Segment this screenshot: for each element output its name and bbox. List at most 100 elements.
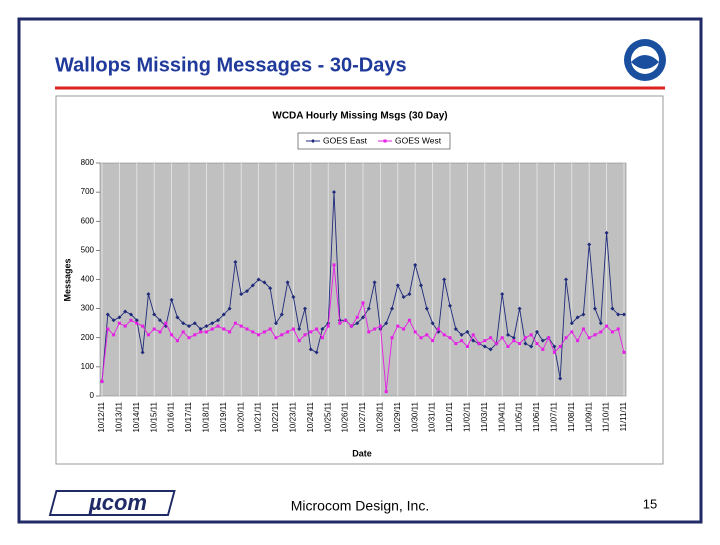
data-point xyxy=(529,333,533,337)
data-point xyxy=(517,306,522,311)
data-point xyxy=(106,327,110,331)
x-tick-label: 11/02/11 xyxy=(463,401,472,432)
data-point xyxy=(459,332,464,337)
data-point xyxy=(344,318,348,322)
y-tick-label: 100 xyxy=(81,362,95,371)
data-point xyxy=(622,312,626,317)
footer-text: Microcom Design, Inc. xyxy=(291,498,429,514)
data-point xyxy=(541,347,545,351)
data-point xyxy=(216,318,220,323)
logo-text: noaa xyxy=(638,47,652,53)
data-point xyxy=(390,306,394,311)
logo-wave xyxy=(631,55,659,69)
data-point xyxy=(581,312,586,317)
noaa-logo: noaa xyxy=(624,39,666,81)
y-tick-label: 0 xyxy=(90,391,95,400)
y-tick-label: 400 xyxy=(81,275,95,284)
x-tick-label: 10/19/11 xyxy=(219,401,228,432)
data-point xyxy=(192,321,197,326)
data-point xyxy=(245,327,249,331)
data-point xyxy=(338,321,342,325)
data-point xyxy=(477,342,481,346)
legend-marker xyxy=(383,139,387,143)
data-point xyxy=(372,280,377,285)
data-point xyxy=(111,318,116,323)
data-point xyxy=(291,294,296,299)
data-point xyxy=(100,379,104,383)
data-point xyxy=(320,327,325,332)
data-point xyxy=(279,312,284,317)
x-tick-label: 10/12/11 xyxy=(97,401,106,432)
legend-box xyxy=(297,132,451,150)
data-point xyxy=(518,342,522,346)
data-point xyxy=(129,318,133,322)
data-point xyxy=(320,336,324,340)
data-point xyxy=(535,342,539,346)
data-point xyxy=(274,321,278,326)
data-point xyxy=(482,344,487,349)
data-point xyxy=(129,312,133,317)
chart-title: WCDA Hourly Missing Msgs (30 Day) xyxy=(272,111,447,122)
data-point xyxy=(599,330,603,334)
y-tick-label: 300 xyxy=(81,304,95,313)
data-point xyxy=(303,333,307,337)
x-tick-label: 10/16/11 xyxy=(167,401,176,432)
x-tick-label: 11/11/11 xyxy=(619,401,628,431)
data-point xyxy=(460,339,464,343)
data-point xyxy=(297,339,301,343)
data-point xyxy=(489,336,493,340)
data-point xyxy=(204,324,209,329)
data-point xyxy=(593,333,597,337)
data-point xyxy=(170,333,174,337)
y-tick-label: 200 xyxy=(81,333,95,342)
data-point xyxy=(506,344,510,348)
data-point xyxy=(564,277,568,282)
data-point xyxy=(117,315,122,320)
data-point xyxy=(529,344,534,349)
data-point xyxy=(181,321,186,326)
data-point xyxy=(535,329,539,334)
data-point xyxy=(175,315,180,320)
data-point xyxy=(401,294,406,299)
data-point xyxy=(442,333,446,337)
data-point xyxy=(228,330,232,334)
legend-label: GOES East xyxy=(323,135,368,145)
data-point xyxy=(512,339,516,343)
data-point xyxy=(384,321,389,326)
data-point xyxy=(146,333,150,337)
data-point xyxy=(506,332,510,337)
data-point xyxy=(413,262,418,267)
x-axis-label: Date xyxy=(352,448,372,458)
x-tick-label: 10/23/11 xyxy=(289,401,298,432)
data-point xyxy=(199,330,203,334)
data-point xyxy=(604,230,609,235)
data-point xyxy=(471,338,476,343)
y-tick-label: 600 xyxy=(81,216,95,225)
x-tick-label: 10/31/11 xyxy=(428,401,437,432)
data-point xyxy=(581,327,585,331)
data-point xyxy=(454,342,458,346)
data-point xyxy=(605,324,609,328)
data-point xyxy=(361,301,365,305)
x-tick-label: 11/03/11 xyxy=(480,401,489,432)
data-point xyxy=(465,344,469,348)
x-tick-label: 10/25/11 xyxy=(323,401,332,432)
x-tick-label: 10/26/11 xyxy=(341,401,350,432)
x-tick-label: 10/21/11 xyxy=(254,401,263,432)
data-point xyxy=(453,327,458,332)
data-point xyxy=(448,303,452,308)
x-tick-label: 11/06/11 xyxy=(532,401,541,432)
data-point xyxy=(158,330,162,334)
data-point xyxy=(610,306,615,311)
data-point xyxy=(134,318,139,323)
x-tick-label: 10/18/11 xyxy=(202,401,211,432)
data-point xyxy=(181,330,185,334)
data-point xyxy=(576,339,580,343)
data-point xyxy=(552,344,557,349)
x-tick-label: 10/28/11 xyxy=(376,401,385,432)
data-point xyxy=(268,327,272,331)
data-point xyxy=(135,321,139,325)
data-point xyxy=(268,286,273,291)
data-point xyxy=(413,330,417,334)
data-point xyxy=(349,324,353,328)
